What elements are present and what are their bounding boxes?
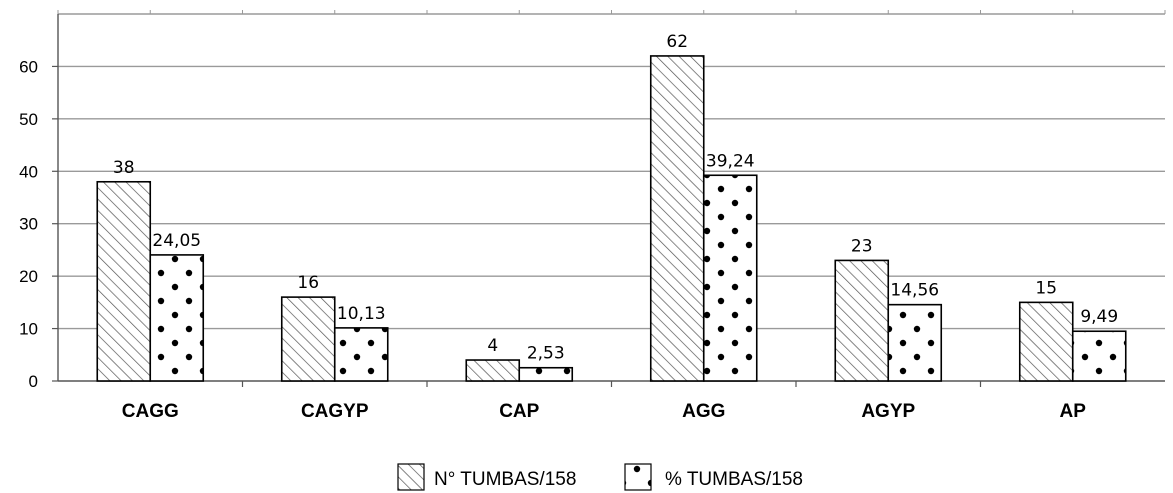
bar-n-tumbas [834,259,890,382]
bar-pct-tumbas [518,366,574,382]
data-label: 15 [1035,278,1057,298]
data-label: 24,05 [152,231,201,251]
data-label: 62 [666,32,688,52]
category-label: CAGYP [301,401,369,422]
y-tick-label: 60 [19,57,38,76]
data-label: 38 [113,158,135,178]
bars [96,55,1127,382]
data-label: 16 [297,273,319,293]
bar-n-tumbas [280,296,336,382]
gridlines [58,13,1165,330]
bar-pct-tumbas [1071,330,1127,382]
data-label: 10,13 [337,304,386,324]
legend: N° TUMBAS/158 % TUMBAS/158 [397,463,803,491]
y-tick-label: 50 [19,110,38,129]
bar-pct-tumbas [887,303,943,382]
data-label: 39,24 [706,151,755,171]
legend-swatch [397,463,425,491]
data-label: 14,56 [890,281,939,301]
bar-n-tumbas [465,359,521,382]
legend-label: N° TUMBAS/158 [434,469,576,490]
category-label: AGG [682,401,725,422]
data-labels: 38 24,05 16 10,13 4 2,53 62 39,24 23 14,56 15 9,49 [113,32,1118,364]
bar-n-tumbas [649,55,705,382]
data-label: 2,53 [527,344,565,364]
legend-swatch [624,463,652,491]
category-label: CAGG [122,401,179,422]
category-label: AP [1060,401,1087,422]
bar-pct-tumbas [333,327,389,382]
y-axis: 0 10 20 30 40 50 60 [19,14,59,391]
y-tick-label: 30 [19,215,38,234]
data-label: 9,49 [1080,307,1118,327]
category-label: AGYP [861,401,915,422]
data-label: 4 [487,336,498,356]
y-tick-label: 10 [19,320,38,339]
bar-n-tumbas [1018,301,1074,382]
bar-n-tumbas [96,180,152,382]
legend-label: % TUMBAS/158 [665,469,803,490]
y-tick-label: 0 [29,372,38,391]
bar-pct-tumbas [149,254,205,382]
data-label: 23 [851,236,873,256]
category-label: CAP [499,401,539,422]
y-tick-label: 20 [19,267,38,286]
bar-pct-tumbas [702,174,758,382]
x-axis: CAGG CAGYP CAP AGG AGYP AP [57,10,1166,422]
y-tick-label: 40 [19,162,38,181]
